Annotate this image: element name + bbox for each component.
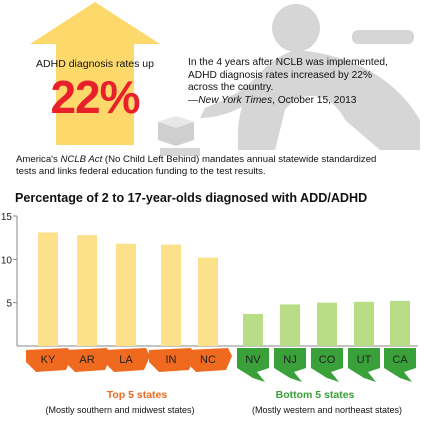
arrow-caption: ADHD diagnosis rates up — [36, 58, 154, 70]
nclb-description: (No Child Left Behind) mandates annual s… — [16, 154, 377, 177]
state-label-ar: AR — [79, 354, 94, 366]
state-label-nc: NC — [200, 354, 216, 366]
nclb-act-name: NCLB Act — [60, 154, 103, 165]
bar-co — [317, 302, 337, 346]
state-label-in: IN — [166, 354, 177, 366]
bar-ar — [77, 235, 97, 346]
state-label-ky: KY — [41, 354, 56, 366]
state-shape-ut — [348, 348, 380, 382]
state-shape-ky — [26, 348, 72, 372]
state-shape-co — [311, 348, 343, 382]
bar-nj — [280, 304, 300, 346]
quote-date: , October 15, 2013 — [272, 94, 357, 106]
state-label-ut: UT — [357, 354, 372, 366]
bar-in — [161, 244, 181, 346]
state-shape-la — [104, 348, 150, 372]
bar-nv — [243, 313, 263, 346]
state-label-la: LA — [119, 354, 133, 366]
chart-bars — [38, 232, 410, 346]
state-shape-nv — [237, 348, 269, 382]
y-tick-label: 15 — [1, 212, 13, 223]
state-label-nj: NJ — [283, 354, 296, 366]
y-tick-label: 5 — [6, 299, 12, 310]
state-label-ca: CA — [392, 354, 408, 366]
state-shape-in — [149, 348, 195, 372]
state-shape-nc — [186, 348, 232, 372]
state-label-co: CO — [319, 354, 336, 366]
news-quote: In the 4 years after NCLB was implemente… — [188, 57, 388, 107]
bottom-states-label: Bottom 5 states — [275, 389, 355, 401]
bar-nc — [198, 257, 218, 346]
state-label-nv: NV — [245, 354, 261, 366]
nclb-explanation: America's NCLB Act (No Child Left Behind… — [16, 154, 386, 178]
child-silhouette-illustration — [158, 4, 420, 156]
top-states-label: Top 5 states — [106, 389, 168, 401]
chart-title: Percentage of 2 to 17-year-olds diagnose… — [15, 191, 368, 205]
bar-ut — [354, 301, 374, 346]
y-tick-label: 10 — [1, 255, 13, 266]
chart-state-labels: KY AR LA IN NC NV NJ CO UT CA — [26, 348, 416, 382]
top-states-note: (Mostly southern and midwest states) — [45, 405, 195, 415]
quote-source: —New York Times — [188, 94, 273, 106]
bar-ca — [390, 300, 410, 346]
state-shape-ar — [65, 348, 111, 372]
state-shape-nj — [274, 348, 306, 382]
nclb-prefix: America's — [16, 154, 61, 165]
quote-text: In the 4 years after NCLB was implemente… — [188, 57, 388, 94]
state-shape-ca — [384, 348, 416, 382]
bottom-states-note: (Mostly western and northeast states) — [251, 405, 403, 415]
bar-ky — [38, 232, 58, 346]
bar-la — [116, 243, 136, 346]
up-arrow-icon — [30, 2, 160, 145]
increase-percentage: 22% — [50, 71, 140, 123]
